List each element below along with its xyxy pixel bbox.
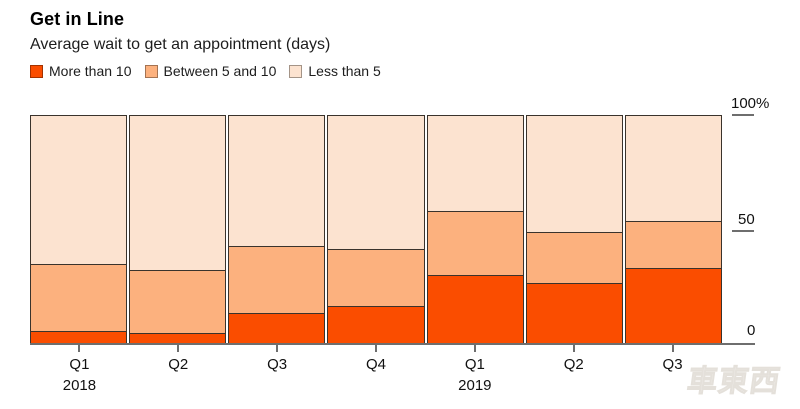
x-axis-tick-q1-2018 [78, 345, 81, 352]
y-axis-tick-50 [732, 230, 754, 232]
y-axis-tick-100 [732, 114, 754, 116]
legend-item-between-5-and-10: Between 5 and 10 [144, 63, 277, 79]
segment-between-5-and-10-q3-2019 [625, 220, 721, 269]
y-axis-label-50: 50 [738, 211, 755, 228]
segment-more-than-10-q1-2018 [31, 330, 127, 343]
segment-between-5-and-10-q4-2018 [328, 249, 424, 307]
segment-more-than-10-q2-2019 [526, 283, 622, 343]
segment-less-than-5-q1-2018 [31, 116, 127, 265]
plot-area [30, 115, 722, 344]
legend-swatch-less-than-5-icon [289, 64, 303, 78]
segment-less-than-5-q4-2018 [328, 116, 424, 250]
x-axis-label-q3-2018: Q3 [267, 356, 288, 373]
segment-between-5-and-10-q1-2019 [427, 210, 523, 276]
x-axis-year-label-2018: 2018 [62, 377, 97, 394]
segment-between-5-and-10-q2-2019 [526, 231, 622, 284]
x-axis-tick-q3-2018 [276, 345, 279, 352]
x-axis-line [30, 343, 755, 345]
legend-label-more-than-10: More than 10 [49, 63, 132, 79]
bar-q3-2019 [624, 115, 722, 344]
bar-q3-2018 [228, 115, 326, 344]
legend-label-less-than-5: Less than 5 [308, 63, 381, 79]
segment-more-than-10-q4-2018 [328, 306, 424, 343]
chart-subtitle: Average wait to get an appointment (days… [30, 36, 331, 53]
x-axis-label-q2-2018: Q2 [168, 356, 189, 373]
x-axis-year-label-2019: 2019 [458, 377, 492, 394]
bar-q4-2018 [327, 115, 425, 344]
segment-more-than-10-q2-2018 [130, 332, 226, 344]
legend-item-less-than-5: Less than 5 [289, 63, 381, 79]
y-axis-label-100: 100% [731, 95, 770, 112]
legend-item-more-than-10: More than 10 [30, 63, 132, 79]
legend-label-between-5-and-10: Between 5 and 10 [163, 63, 277, 79]
segment-between-5-and-10-q2-2018 [130, 269, 226, 333]
x-axis-tick-q3-2019 [671, 345, 674, 352]
segment-more-than-10-q3-2019 [625, 268, 721, 343]
segment-less-than-5-q2-2019 [526, 116, 622, 232]
x-axis-label-q1-2018: Q1 [69, 356, 90, 373]
x-axis-label-q2-2019: Q2 [563, 356, 584, 373]
watermark: 車東西 [685, 365, 784, 399]
x-axis-tick-q4-2018 [375, 345, 377, 352]
bar-q1-2018 [30, 115, 128, 344]
legend-swatch-between-5-and-10-icon [144, 64, 158, 78]
y-axis-label-0: 0 [747, 322, 756, 339]
x-axis-label-q4-2018: Q4 [365, 356, 386, 373]
bar-q2-2018 [129, 115, 227, 344]
legend: More than 10 Between 5 and 10 Less than … [30, 63, 381, 79]
segment-between-5-and-10-q1-2018 [31, 264, 127, 331]
x-axis-label-q3-2019: Q3 [662, 356, 683, 373]
bar-q1-2019 [426, 115, 524, 344]
chart-title: Get in Line [30, 9, 125, 29]
segment-more-than-10-q3-2018 [229, 312, 325, 343]
x-axis-tick-q2-2018 [177, 345, 180, 352]
x-axis-label-q1-2019: Q1 [464, 356, 485, 373]
segment-less-than-5-q1-2019 [427, 116, 523, 211]
segment-less-than-5-q3-2018 [229, 116, 325, 247]
x-axis-tick-q1-2019 [473, 345, 476, 352]
legend-swatch-more-than-10-icon [30, 64, 43, 78]
x-axis-tick-q2-2019 [572, 345, 575, 352]
segment-less-than-5-q3-2019 [625, 116, 721, 221]
segment-less-than-5-q2-2018 [130, 116, 226, 270]
bar-q2-2019 [525, 115, 623, 344]
segment-between-5-and-10-q3-2018 [229, 246, 325, 313]
segment-more-than-10-q1-2019 [427, 275, 523, 343]
